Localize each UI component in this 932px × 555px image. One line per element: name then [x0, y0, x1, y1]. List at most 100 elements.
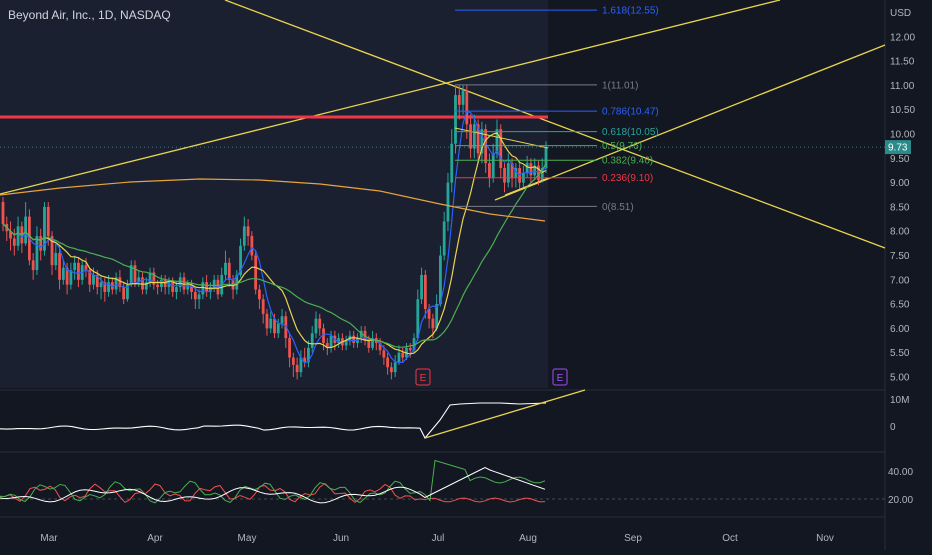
candle-body	[227, 262, 231, 280]
price-tick-label: 8.00	[890, 227, 910, 238]
candle-body	[461, 90, 465, 105]
price-tick-label: 10.50	[890, 105, 915, 116]
candle-body	[159, 279, 163, 288]
price-tick-label: 7.50	[890, 251, 910, 262]
candle-body	[299, 357, 303, 373]
candle-body	[273, 318, 276, 334]
candle-body	[476, 124, 480, 154]
candle-body	[431, 318, 435, 329]
candle-body	[24, 216, 28, 244]
time-tick-label: Aug	[519, 533, 537, 544]
candle-body	[495, 129, 499, 154]
ma-long-line	[2, 163, 547, 348]
ma-200-line	[0, 178, 546, 222]
grid	[0, 0, 886, 550]
candle-body	[310, 333, 314, 348]
candle-body	[510, 163, 514, 178]
fib-level-label: 1.618(12.55)	[602, 6, 659, 17]
indicator-tick-label: 20.00	[888, 495, 913, 506]
price-tick-label: 5.50	[890, 348, 910, 359]
candle-body	[337, 338, 341, 343]
candle-body	[446, 182, 450, 222]
candle-body	[325, 342, 329, 348]
candle-body	[469, 124, 472, 149]
candle-body	[503, 168, 506, 183]
candle-body	[412, 338, 416, 351]
di-minus-line	[0, 482, 546, 504]
earnings-label: E	[557, 373, 564, 384]
fib-level-label: 1(11.01)	[602, 80, 639, 91]
candle-body	[397, 352, 401, 363]
fib-level-label: 0(8.51)	[602, 202, 634, 213]
candle-body	[389, 367, 393, 373]
price-tick-label: 9.00	[890, 178, 910, 189]
candle-body	[439, 255, 442, 305]
candle-body	[77, 262, 80, 280]
candle-body	[35, 236, 39, 271]
candle-body	[137, 277, 141, 283]
time-tick-label: Jul	[432, 533, 445, 544]
candle-body	[152, 272, 156, 285]
candle-body	[280, 316, 284, 324]
candle-body	[401, 352, 405, 358]
candle-body	[208, 287, 212, 292]
candle-body	[148, 272, 152, 283]
candle-body	[175, 287, 178, 292]
candle-body	[205, 282, 209, 292]
candle-body	[250, 236, 254, 256]
price-tick-label: 7.00	[890, 275, 910, 286]
fib-retracement[interactable]: 1.618(12.55) 1(11.01) 0.786(10.47) 0.618(10…	[455, 6, 659, 213]
candle-body	[16, 226, 20, 246]
di-plus-line	[0, 459, 546, 504]
price-tick-label: 11.50	[890, 57, 915, 68]
candle-body	[178, 277, 182, 288]
candle-body	[435, 304, 439, 329]
candle-body	[367, 340, 371, 348]
candle-body	[261, 299, 265, 314]
price-tick-label: 10.00	[890, 130, 915, 141]
candle-body	[65, 267, 69, 285]
candle-body	[46, 206, 50, 237]
candle-body	[540, 168, 544, 181]
pattern-line	[504, 177, 549, 196]
volume-indicator-line	[0, 402, 547, 439]
time-tick-label: Jun	[333, 533, 349, 544]
candle-body	[544, 147, 548, 169]
candle-body	[269, 318, 273, 329]
candle-body	[371, 338, 374, 348]
candle-body	[307, 347, 310, 363]
candle-body	[31, 260, 35, 271]
fib-level-label: 0.236(9.10)	[602, 173, 653, 184]
fib-level-label: 0.5(9.76)	[602, 141, 642, 152]
candle-body	[457, 95, 461, 105]
candle-body	[126, 284, 129, 300]
candle-body	[197, 294, 201, 300]
candle-body	[129, 265, 133, 285]
candle-body	[529, 163, 533, 176]
candle-body	[378, 342, 382, 351]
candle-body	[288, 338, 291, 358]
candle-body	[533, 165, 537, 176]
candle-body	[58, 253, 61, 280]
price-tick-label: 8.50	[890, 202, 910, 213]
candle-body	[50, 236, 54, 266]
time-tick-label: Sep	[624, 533, 642, 544]
candle-body	[295, 364, 299, 373]
candle-body	[265, 313, 269, 329]
candle-body	[163, 279, 167, 288]
time-tick-label: May	[238, 533, 257, 544]
axes: USD 12.00 11.50 11.00 10.50 10.00 9.50 9.00 8.50…	[40, 8, 915, 544]
candle-body	[224, 262, 227, 275]
current-price-label: 9.73	[888, 143, 908, 154]
candle-body	[514, 168, 518, 178]
candle-body	[61, 267, 65, 280]
price-tick-label: 6.50	[890, 300, 910, 311]
candle-body	[182, 277, 186, 290]
candle-body	[107, 282, 110, 292]
candle-body	[171, 282, 175, 292]
time-tick-label: Mar	[40, 533, 58, 544]
indicator-tick-label: 40.00	[888, 467, 913, 478]
candle-body	[276, 323, 280, 334]
